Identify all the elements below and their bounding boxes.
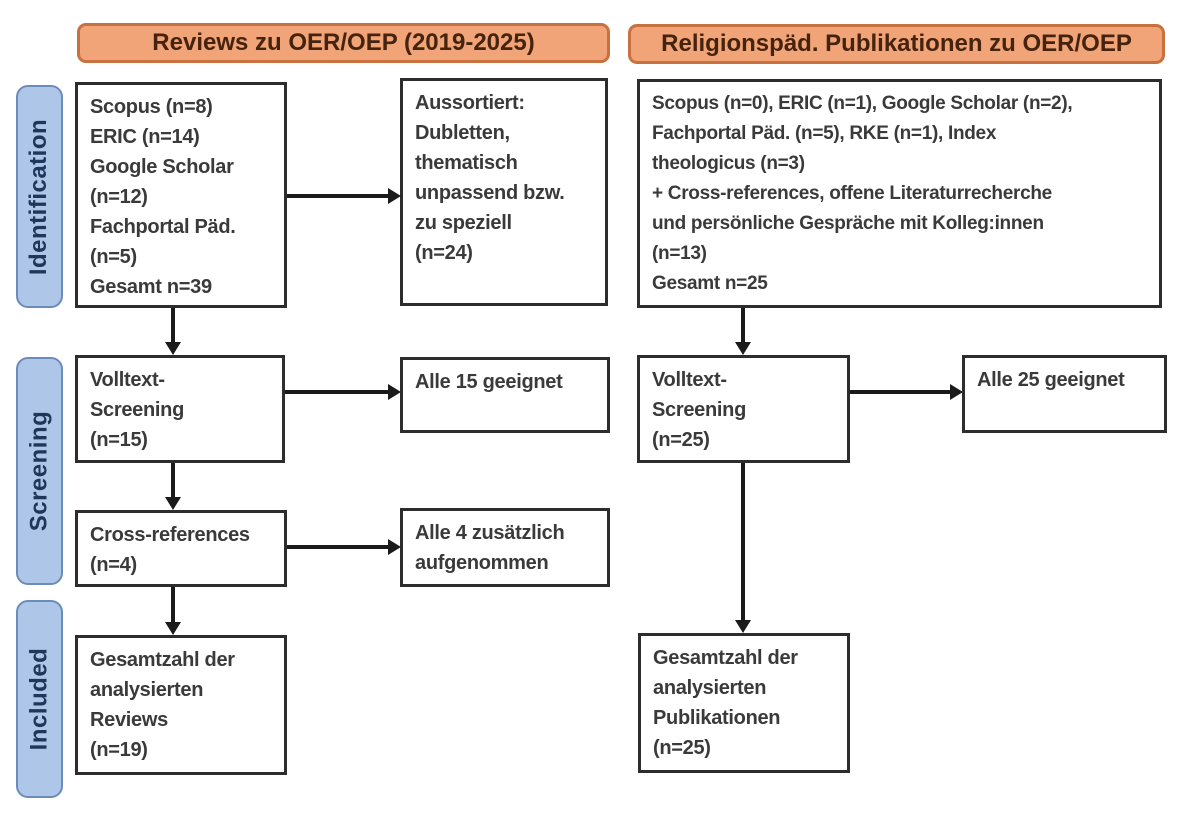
reviews-excluded-box: Aussortiert: Dubletten, thematisch unpas…: [400, 78, 608, 306]
publications-fulltext-screening-box: Volltext- Screening (n=25): [637, 355, 850, 463]
stage-label-identification: Identification: [16, 85, 63, 308]
publications-included-total-box: Gesamtzahl der analysierten Publikatione…: [638, 633, 850, 773]
reviews-fulltext-screening-box: Volltext- Screening (n=15): [75, 355, 285, 463]
reviews-included-total-box: Gesamtzahl der analysierten Reviews (n=1…: [75, 635, 287, 775]
banner-religionspaed-column: Religionspäd. Publikationen zu OER/OEP: [628, 24, 1165, 64]
stage-label-screening: Screening: [16, 357, 63, 585]
reviews-sources-box: Scopus (n=8) ERIC (n=14) Google Scholar …: [75, 82, 287, 308]
publications-sources-box: Scopus (n=0), ERIC (n=1), Google Scholar…: [637, 79, 1162, 308]
stage-label-identification-text: Identification: [25, 118, 53, 275]
stage-label-included-text: Included: [25, 647, 53, 751]
reviews-eligible-box: Alle 15 geeignet: [400, 357, 610, 433]
stage-label-included: Included: [16, 600, 63, 798]
reviews-added-box: Alle 4 zusätzlich aufgenommen: [400, 508, 610, 587]
publications-eligible-box: Alle 25 geeignet: [962, 355, 1167, 433]
banner-reviews-column: Reviews zu OER/OEP (2019-2025): [77, 23, 610, 63]
reviews-crossreferences-box: Cross-references (n=4): [75, 510, 287, 587]
stage-label-screening-text: Screening: [25, 410, 53, 532]
